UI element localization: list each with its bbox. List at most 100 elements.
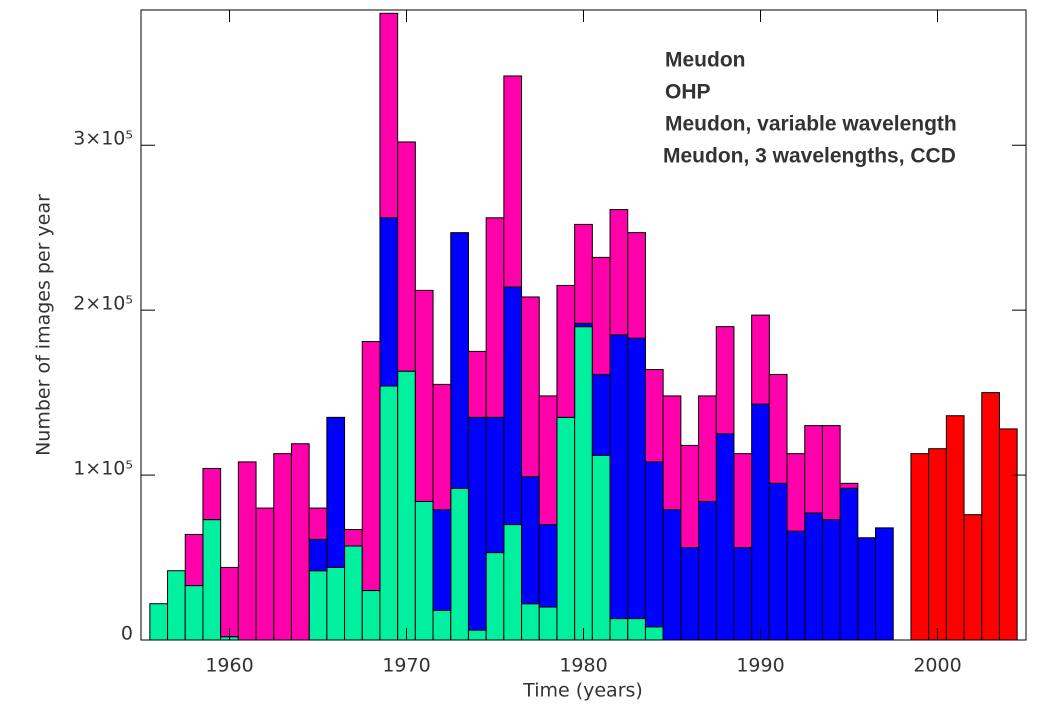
bar [556,284,576,418]
y-tick-label: 1×10⁵ [73,458,133,480]
bar [521,603,540,641]
bar [627,618,646,641]
bar [503,286,523,526]
bar [591,373,611,456]
bar [963,514,983,641]
bar [627,232,646,339]
bar [149,603,169,641]
bar [644,461,664,628]
legend-entry: Meudon, variable wavelength [665,113,957,136]
bar [786,453,806,532]
x-tick-label: 1990 [736,655,784,677]
bar [467,629,487,641]
bar [379,12,399,219]
bar [591,454,611,641]
bar [184,533,204,587]
bar [503,75,523,288]
bar [308,507,328,540]
x-axis-label: Time (years) [522,680,643,702]
bar [414,289,434,502]
bar [662,509,682,641]
legend-entry: Meudon, 3 wavelengths, CCD [663,145,956,168]
bar [273,453,292,641]
bar [202,519,222,641]
bar [326,566,346,641]
bar [839,487,859,641]
bar [485,552,505,641]
bar [786,530,806,641]
bar [450,487,469,641]
bar [361,590,381,641]
bar [397,141,416,372]
x-tick-label: 1980 [559,655,607,677]
bar [821,425,841,521]
bar [521,296,540,478]
bar [521,476,540,605]
bar [467,350,487,418]
bar [538,395,558,526]
bar [751,314,770,405]
y-tick-label: 2×10⁵ [73,293,133,315]
bar [503,524,523,641]
bar [680,547,700,641]
x-tick-label: 1970 [382,655,430,677]
bar [308,570,328,641]
bar [538,606,558,641]
bar [680,444,700,549]
bar [255,507,275,641]
y-tick-label: 0 [121,623,133,645]
bar [485,217,505,418]
y-axis-label: Number of images per year [33,194,55,456]
bar [609,334,629,620]
bar [715,433,735,641]
bar [981,392,1000,641]
bar [167,570,186,641]
bar [202,467,222,521]
bar [290,443,310,641]
bar [875,527,894,641]
bar [432,383,452,511]
bar [768,482,788,641]
bar [344,529,363,547]
bar [432,609,452,641]
bar [609,618,629,641]
bar [644,626,664,641]
legend-entry: OHP [665,81,711,104]
bar [361,340,381,592]
bar [467,416,487,631]
bar [804,512,823,641]
bar [715,326,735,435]
bar [821,519,841,641]
bar [432,509,452,611]
bar [768,373,788,484]
bar [237,461,257,641]
bar [485,416,505,554]
bar [220,566,239,638]
bar [839,482,859,489]
bar [733,453,753,549]
bar [998,428,1018,641]
bar [574,326,593,641]
bar [662,395,682,511]
bar [397,370,416,641]
bar [574,223,593,324]
bar [627,337,646,620]
bar [414,500,434,641]
bar [308,538,328,572]
bar [344,545,363,641]
bar [733,547,753,641]
bar [644,369,664,463]
bar [184,585,204,641]
bar [379,385,399,641]
legend-entry: Meudon [665,49,745,72]
bar [910,453,930,641]
bar [326,416,346,568]
bar [379,217,399,387]
bar [804,425,823,514]
bar [591,256,611,375]
x-tick-label: 1960 [205,655,253,677]
bar [857,537,877,641]
bar [698,500,717,641]
bar [698,395,717,502]
